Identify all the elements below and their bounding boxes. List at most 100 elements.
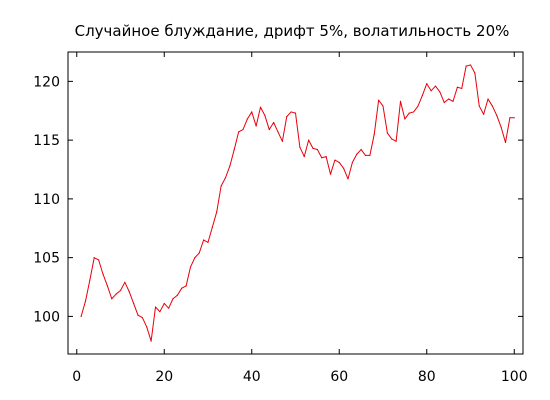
data-point — [128, 291, 130, 293]
data-point — [356, 153, 358, 155]
data-point — [378, 99, 380, 101]
data-point — [220, 185, 222, 187]
data-point — [255, 125, 257, 127]
x-tick-label: 80 — [418, 369, 436, 385]
data-point — [246, 118, 248, 120]
data-point — [456, 86, 458, 88]
y-tick-label: 120 — [33, 74, 60, 90]
data-point — [382, 105, 384, 107]
data-point — [395, 140, 397, 142]
data-point — [176, 294, 178, 296]
data-point — [360, 148, 362, 151]
data-point — [316, 148, 318, 151]
data-point — [483, 113, 485, 115]
data-point — [102, 273, 104, 275]
data-point — [364, 154, 367, 157]
data-point — [496, 114, 498, 117]
data-point — [277, 131, 279, 133]
data-point — [325, 155, 327, 158]
data-point — [509, 117, 511, 119]
data-point — [168, 307, 170, 309]
data-point — [391, 138, 393, 140]
series-line — [80, 64, 515, 342]
y-tick-label: 105 — [33, 251, 60, 267]
data-point — [163, 302, 165, 305]
data-point — [242, 128, 244, 131]
data-point — [443, 101, 445, 104]
data-point — [189, 266, 192, 268]
data-point — [487, 98, 489, 100]
data-point — [321, 157, 323, 159]
data-point — [233, 148, 235, 151]
y-tick-label: 115 — [33, 133, 60, 149]
data-point — [154, 306, 157, 308]
plot-frame — [67, 51, 524, 355]
data-point — [80, 315, 82, 317]
data-point — [111, 298, 113, 300]
data-point — [119, 289, 122, 292]
y-tick-label: 100 — [33, 309, 60, 325]
data-point — [329, 173, 332, 175]
x-axis: 0 20 40 60 80 100 — [72, 52, 528, 385]
data-point — [93, 257, 95, 259]
data-point — [286, 116, 288, 118]
data-point — [159, 311, 161, 313]
data-point — [312, 147, 314, 149]
data-point — [513, 117, 515, 119]
data-point — [308, 139, 310, 141]
data-point — [181, 287, 183, 289]
data-point — [343, 167, 345, 169]
data-point — [369, 154, 371, 157]
data-point — [141, 316, 143, 319]
data-point — [417, 105, 419, 107]
x-tick-label: 20 — [155, 369, 173, 385]
chart-title: Случайное блуждание, дрифт 5%, волатильн… — [75, 22, 510, 40]
data-point — [408, 112, 410, 114]
data-point — [426, 83, 428, 85]
data-point — [334, 159, 336, 161]
data-point — [294, 112, 297, 114]
data-point — [351, 161, 353, 164]
data-point — [216, 211, 218, 213]
data-point — [106, 285, 108, 287]
data-point — [133, 302, 135, 305]
data-point — [89, 279, 91, 281]
data-point — [211, 226, 213, 228]
data-point — [439, 91, 441, 93]
data-point — [299, 146, 301, 148]
x-tick-label: 0 — [72, 369, 81, 385]
data-point — [452, 100, 454, 102]
data-point — [281, 140, 283, 142]
data-point — [290, 111, 292, 113]
data-point — [303, 155, 305, 158]
data-point — [491, 105, 493, 107]
data-point — [338, 161, 340, 164]
y-tick-label: 110 — [33, 192, 60, 208]
data-point — [84, 300, 87, 302]
data-point — [268, 128, 270, 131]
data-point — [172, 298, 174, 300]
data-point — [465, 65, 467, 67]
data-point — [264, 114, 266, 117]
data-point — [185, 285, 187, 287]
data-point — [259, 106, 262, 108]
data-point — [273, 121, 275, 124]
data-point — [203, 239, 205, 241]
data-point — [461, 87, 463, 90]
data-point — [469, 64, 472, 66]
data-point — [198, 252, 200, 254]
data-point — [229, 165, 231, 167]
x-tick-label: 60 — [330, 369, 348, 385]
data-point — [347, 178, 349, 180]
data-point — [137, 314, 139, 316]
data-point — [251, 111, 253, 113]
data-point — [478, 105, 480, 107]
data-point — [430, 90, 432, 92]
data-point — [207, 241, 209, 243]
data-point — [238, 131, 240, 133]
series-layer — [80, 64, 515, 342]
data-point — [146, 326, 148, 328]
data-point — [448, 98, 450, 100]
data-point — [98, 259, 100, 261]
